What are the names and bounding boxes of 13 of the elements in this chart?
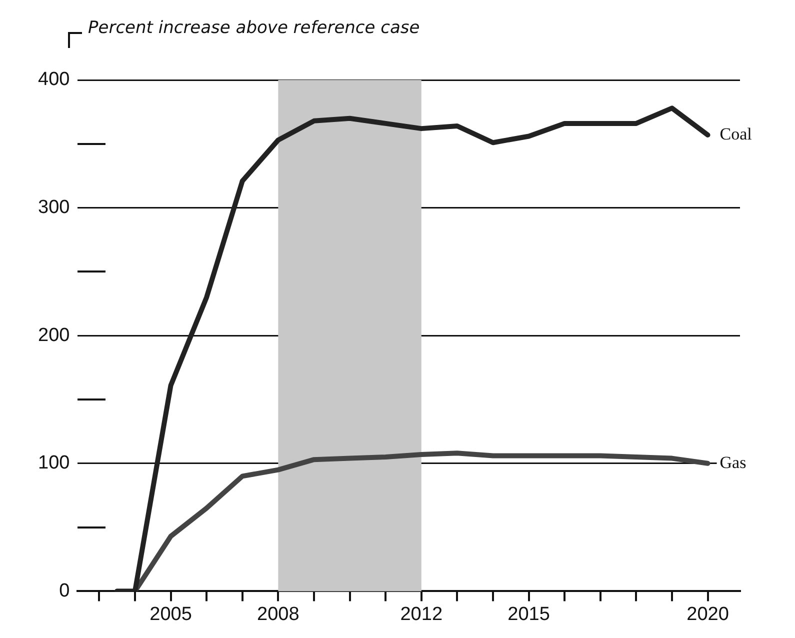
series-label: Gas (720, 452, 746, 472)
y-tick-label: 200 (38, 324, 70, 346)
y-tick-label: 300 (38, 197, 70, 218)
y-tick-label: 400 (38, 69, 70, 90)
x-tick-label: 2005 (150, 604, 192, 625)
series-label: Coal (720, 124, 752, 144)
x-tick-label: 2012 (400, 604, 443, 625)
y-axis-title: Percent increase above reference case (88, 18, 420, 38)
x-tick-label: 2008 (257, 604, 300, 625)
y-tick-label: 0 (59, 580, 70, 602)
x-tick-label: 2015 (508, 604, 550, 625)
x-tick-label: 2020 (686, 604, 729, 625)
y-tick-label: 100 (38, 452, 70, 474)
